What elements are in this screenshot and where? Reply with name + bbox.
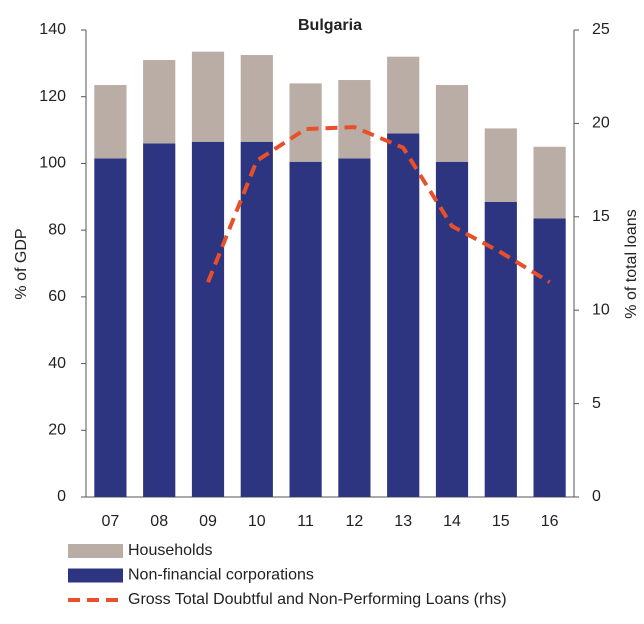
y-tick-label: 80 xyxy=(48,221,66,238)
y-tick-label: 100 xyxy=(39,155,66,172)
y2-axis-label: % of total loans xyxy=(623,209,640,318)
bar-segment xyxy=(533,146,566,219)
y-tick-label: 120 xyxy=(39,88,66,105)
y-tick-label: 20 xyxy=(48,422,66,439)
x-tick-label: 08 xyxy=(150,513,168,530)
x-tick-label: 09 xyxy=(199,513,217,530)
bar-segment xyxy=(143,143,176,497)
bar-segment xyxy=(94,158,127,498)
y2-tick-label: 25 xyxy=(592,21,610,38)
y2-tick-label: 15 xyxy=(592,208,610,225)
x-tick-label: 13 xyxy=(394,513,412,530)
bar-segment xyxy=(338,80,371,159)
chart-title: Bulgaria xyxy=(298,17,362,34)
bar-segment xyxy=(289,161,322,497)
legend-swatch xyxy=(68,568,123,583)
bar-segment xyxy=(338,158,371,498)
legend-label: Gross Total Doubtful and Non-Performing … xyxy=(128,591,507,608)
y2-tick-label: 0 xyxy=(592,488,601,505)
bar-segment xyxy=(240,141,273,497)
y-tick-label: 140 xyxy=(39,21,66,38)
legend-label: Households xyxy=(128,542,213,559)
y2-tick-label: 20 xyxy=(592,115,610,132)
bar-segment xyxy=(191,51,225,142)
bar-segment xyxy=(94,85,127,159)
x-tick-label: 16 xyxy=(541,513,559,530)
legend-swatch xyxy=(68,544,123,558)
x-tick-label: 12 xyxy=(346,513,364,530)
x-tick-label: 15 xyxy=(492,513,510,530)
bar-segment xyxy=(143,60,176,144)
y2-tick-label: 5 xyxy=(592,395,601,412)
y2-tick-label: 10 xyxy=(592,301,610,318)
bar-segment xyxy=(240,55,273,142)
x-tick-label: 11 xyxy=(297,513,314,530)
legend-label: Non-financial corporations xyxy=(128,567,314,584)
y-tick-label: 40 xyxy=(48,355,66,372)
bar-segment xyxy=(533,218,566,498)
bar-segment xyxy=(435,161,469,497)
y-tick-label: 0 xyxy=(57,488,66,505)
y-axis-label: % of GDP xyxy=(13,228,30,299)
bar-segment xyxy=(191,141,225,497)
bar-segment xyxy=(484,128,517,202)
x-tick-label: 14 xyxy=(443,513,461,530)
y-tick-label: 60 xyxy=(48,288,66,305)
x-tick-label: 07 xyxy=(102,513,120,530)
bar-segment xyxy=(289,83,322,162)
x-tick-label: 10 xyxy=(248,513,266,530)
bar-segment xyxy=(387,56,420,134)
bar-segment xyxy=(435,85,469,162)
line-series xyxy=(206,125,551,284)
bar-segment xyxy=(387,133,420,497)
